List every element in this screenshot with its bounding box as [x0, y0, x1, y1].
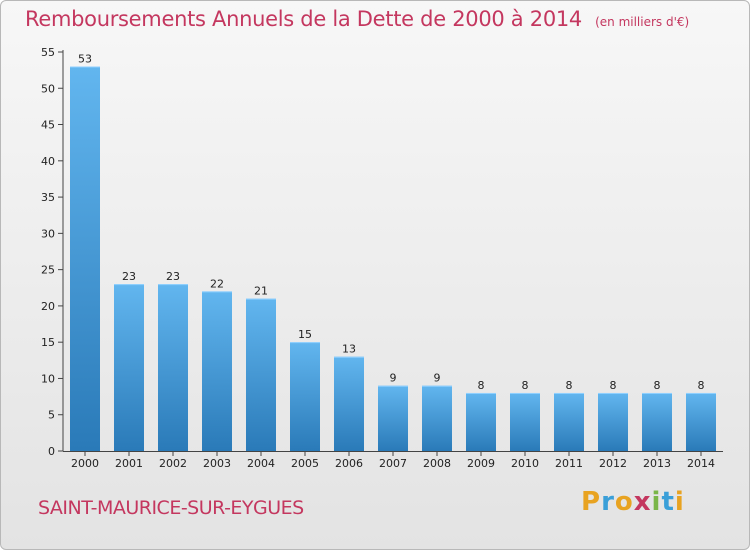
data-label: 22 [210, 277, 224, 290]
logo-letter: i [651, 487, 662, 517]
x-tick-label: 2010 [511, 457, 539, 470]
y-tick-label: 25 [41, 264, 55, 277]
bar [290, 342, 320, 451]
axes [58, 50, 723, 456]
bar [642, 392, 672, 451]
bar [114, 284, 144, 451]
x-tick-label: 2012 [599, 457, 627, 470]
data-label: 15 [298, 328, 312, 341]
x-tick-label: 2007 [379, 457, 407, 470]
x-tick-label: 2005 [291, 457, 319, 470]
y-tick-label: 55 [41, 46, 55, 59]
bars [70, 66, 716, 451]
data-label: 23 [166, 270, 180, 283]
proxiti-logo: Proxiti [581, 487, 685, 517]
bar [158, 284, 188, 451]
bar [378, 385, 408, 451]
bar [202, 291, 232, 451]
y-tick-label: 40 [41, 155, 55, 168]
bar [510, 392, 540, 451]
commune-name: SAINT-MAURICE-SUR-EYGUES [38, 497, 304, 519]
logo-letter: P [581, 487, 602, 517]
y-tick-label: 30 [41, 227, 55, 240]
y-tick-label: 45 [41, 119, 55, 132]
bar [70, 66, 100, 451]
labels: 0 5 10 15 20 25 30 35 40 45 50 55 2000 53 2001 23 2002 23… [41, 46, 715, 470]
y-tick-label: 15 [41, 336, 55, 349]
bar [246, 298, 276, 451]
x-tick-label: 2002 [159, 457, 187, 470]
x-tick-label: 2004 [247, 457, 275, 470]
data-label: 8 [654, 379, 661, 392]
chart-title-unit: (en milliers d'€) [595, 15, 690, 29]
data-label: 21 [254, 285, 268, 298]
x-tick-label: 2000 [71, 457, 99, 470]
data-label: 9 [390, 372, 397, 385]
data-label: 9 [434, 372, 441, 385]
data-label: 8 [698, 379, 705, 392]
bar [686, 392, 716, 451]
logo-letter: t [661, 487, 675, 517]
x-tick-label: 2011 [555, 457, 583, 470]
y-tick-label: 0 [48, 445, 55, 458]
data-label: 8 [566, 379, 573, 392]
y-tick-label: 5 [48, 409, 55, 422]
logo-letter: r [601, 487, 615, 517]
bar [554, 392, 584, 451]
logo-letter: o [614, 487, 634, 517]
y-tick-label: 20 [41, 300, 55, 313]
bar [334, 356, 364, 451]
y-tick-label: 50 [41, 82, 55, 95]
x-tick-label: 2009 [467, 457, 495, 470]
data-label: 23 [122, 270, 136, 283]
data-label: 8 [610, 379, 617, 392]
x-tick-label: 2001 [115, 457, 143, 470]
data-label: 53 [78, 53, 92, 66]
x-tick-label: 2003 [203, 457, 231, 470]
x-tick-label: 2013 [643, 457, 671, 470]
bar [598, 392, 628, 451]
bar [466, 392, 496, 451]
x-tick-label: 2014 [687, 457, 715, 470]
data-label: 8 [478, 379, 485, 392]
bar [422, 385, 452, 451]
logo-letter: x [633, 487, 652, 517]
data-label: 8 [522, 379, 529, 392]
y-tick-label: 35 [41, 191, 55, 204]
chart-title: Remboursements Annuels de la Dette de 20… [25, 7, 689, 31]
chart-title-main: Remboursements Annuels de la Dette de 20… [25, 7, 582, 31]
data-label: 13 [342, 343, 356, 356]
logo-letter: i [674, 487, 685, 517]
x-tick-label: 2008 [423, 457, 451, 470]
y-tick-label: 10 [41, 372, 55, 385]
x-tick-label: 2006 [335, 457, 363, 470]
